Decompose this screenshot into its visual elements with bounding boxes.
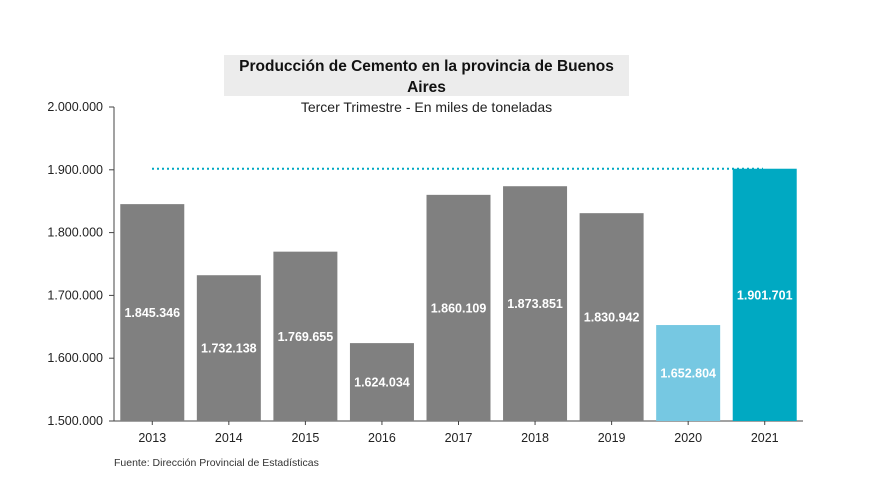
data-label: 1.845.346 bbox=[124, 306, 180, 320]
data-label: 1.624.034 bbox=[354, 376, 410, 390]
source-note: Fuente: Dirección Provincial de Estadíst… bbox=[114, 457, 319, 469]
bar bbox=[349, 343, 414, 421]
data-label: 1.769.655 bbox=[278, 330, 334, 344]
data-label: 1.873.851 bbox=[507, 297, 563, 311]
chart-title: Producción de Cemento en la provincia de… bbox=[239, 58, 614, 96]
y-tick-label: 1.900.000 bbox=[47, 163, 103, 177]
x-tick-label: 2020 bbox=[674, 431, 702, 445]
chart-title-box: Producción de Cemento en la provincia de… bbox=[224, 55, 629, 115]
bar bbox=[273, 251, 338, 421]
y-tick-label: 1.500.000 bbox=[47, 414, 103, 428]
x-tick-label: 2016 bbox=[368, 431, 396, 445]
x-tick-label: 2014 bbox=[215, 431, 243, 445]
x-tick-label: 2015 bbox=[291, 431, 319, 445]
y-tick-label: 2.000.000 bbox=[47, 100, 103, 114]
x-tick-label: 2021 bbox=[751, 431, 779, 445]
bar bbox=[196, 275, 261, 421]
chart-subtitle: Tercer Trimestre - En miles de toneladas bbox=[300, 99, 553, 115]
data-label: 1.830.942 bbox=[584, 311, 640, 325]
data-label: 1.652.804 bbox=[660, 367, 716, 381]
y-tick-label: 1.700.000 bbox=[47, 288, 103, 302]
bar bbox=[426, 194, 491, 421]
x-tick-label: 2013 bbox=[138, 431, 166, 445]
bar bbox=[579, 213, 644, 421]
bar bbox=[732, 168, 797, 421]
data-label: 1.860.109 bbox=[431, 301, 487, 315]
bar bbox=[503, 186, 568, 421]
y-tick-label: 1.600.000 bbox=[47, 351, 103, 365]
data-label: 1.732.138 bbox=[201, 342, 257, 356]
x-tick-label: 2017 bbox=[445, 431, 473, 445]
data-label: 1.901.701 bbox=[737, 288, 793, 302]
bar bbox=[656, 325, 721, 421]
bar bbox=[120, 204, 185, 421]
x-tick-label: 2019 bbox=[598, 431, 626, 445]
x-tick-label: 2018 bbox=[521, 431, 549, 445]
y-tick-label: 1.800.000 bbox=[47, 226, 103, 240]
